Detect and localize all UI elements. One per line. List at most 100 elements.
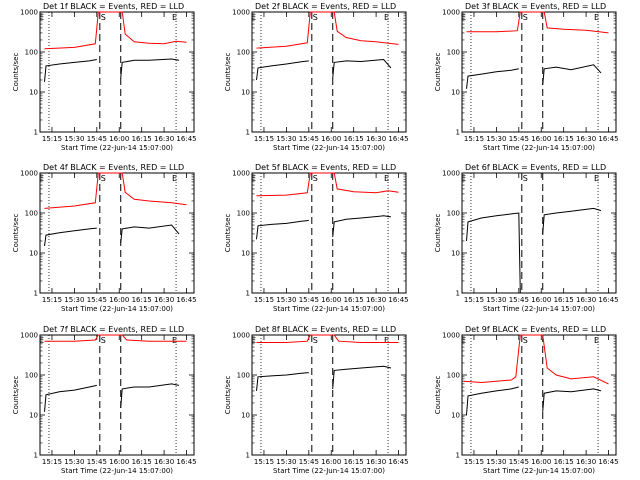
- x-tick-label: 16:45: [388, 135, 408, 143]
- x-tick-label: 16:45: [598, 458, 618, 466]
- x-tick-label: 16:30: [576, 458, 596, 466]
- panel-title: Det 7f BLACK = Events, RED = LLD: [43, 325, 184, 334]
- y-tick-label: 100: [25, 372, 38, 380]
- y-axis-label: Counts/sec: [434, 53, 442, 92]
- x-tick-label: 15:30: [486, 296, 506, 304]
- x-axis-label: Start Time (22-Jun-14 15:07:00): [483, 305, 595, 313]
- panel-det-3f: Det 3f BLACK = Events, RED = LLD 1 10 100 10…: [434, 2, 619, 152]
- x-tick-label: 16:15: [554, 296, 574, 304]
- x-tick-label: 16:45: [388, 296, 408, 304]
- series-line-events-1: [332, 58, 392, 79]
- series-line-events-0: [44, 59, 97, 82]
- y-axis-label: Counts/sec: [12, 214, 20, 253]
- x-tick-label: 16:15: [554, 458, 574, 466]
- x-tick-label: 16:30: [576, 296, 596, 304]
- x-tick-label: 16:15: [132, 296, 152, 304]
- panel-title: Det 1f BLACK = Events, RED = LLD: [43, 2, 184, 11]
- y-tick-label: 1000: [442, 9, 460, 17]
- plot-frame: [461, 11, 617, 133]
- marker-e-end: E: [384, 174, 389, 183]
- marker-e-end: E: [594, 174, 599, 183]
- y-tick-label: 1000: [442, 170, 460, 178]
- x-tick-label: 16:30: [366, 135, 386, 143]
- panel-det-6f: Det 6f BLACK = Events, RED = LLD 1 10 100 10…: [434, 163, 619, 313]
- y-tick-label: 1000: [232, 332, 250, 340]
- y-tick-label: 1: [34, 452, 38, 460]
- marker-s: S: [101, 336, 106, 345]
- x-tick-label: 15:30: [486, 458, 506, 466]
- y-tick-label: 100: [237, 49, 250, 57]
- y-tick-label: 1: [34, 129, 38, 137]
- marker-e-end: E: [172, 174, 177, 183]
- series-line-events-1: [120, 383, 180, 409]
- x-tick-label: 15:15: [254, 296, 274, 304]
- panel-title: Det 3f BLACK = Events, RED = LLD: [465, 2, 606, 11]
- x-tick-label: 16:30: [576, 135, 596, 143]
- plot-frame: [251, 11, 407, 133]
- x-axis-label: Start Time (22-Jun-14 15:07:00): [61, 467, 173, 475]
- y-tick-label: 10: [451, 89, 460, 97]
- x-tick-label: 15:30: [276, 296, 296, 304]
- x-tick-label: 16:00: [321, 135, 341, 143]
- marker-s: S: [101, 13, 106, 22]
- x-tick-label: 15:45: [509, 458, 529, 466]
- x-tick-label: 16:45: [598, 135, 618, 143]
- x-tick-label: 15:30: [64, 296, 84, 304]
- x-axis-label: Start Time (22-Jun-14 15:07:00): [273, 467, 385, 475]
- x-tick-label: 15:30: [64, 135, 84, 143]
- y-axis-label: Counts/sec: [224, 376, 232, 415]
- x-tick-label: 16:15: [344, 296, 364, 304]
- x-tick-label: 16:00: [109, 458, 129, 466]
- series-line-events-0: [44, 227, 97, 247]
- panel-title: Det 4f BLACK = Events, RED = LLD: [43, 163, 184, 172]
- series-line-lld-2: [44, 172, 187, 209]
- x-axis-label: Start Time (22-Jun-14 15:07:00): [61, 305, 173, 313]
- marker-e-start: E: [251, 336, 256, 345]
- x-tick-label: 16:15: [344, 135, 364, 143]
- y-tick-label: 10: [451, 412, 460, 420]
- series-line-events-1: [120, 224, 180, 243]
- series-line-events-1: [542, 207, 602, 234]
- x-tick-label: 15:30: [276, 135, 296, 143]
- x-tick-label: 16:30: [366, 458, 386, 466]
- x-tick-label: 15:45: [87, 458, 107, 466]
- x-tick-label: 15:45: [509, 296, 529, 304]
- series-line-lld-2: [466, 11, 609, 34]
- x-tick-label: 16:15: [344, 458, 364, 466]
- x-axis-label: Start Time (22-Jun-14 15:07:00): [273, 144, 385, 152]
- x-tick-label: 16:45: [388, 458, 408, 466]
- y-axis-label: Counts/sec: [224, 53, 232, 92]
- x-tick-label: 15:15: [42, 296, 62, 304]
- marker-e-end: E: [172, 336, 177, 345]
- series-line-events-0: [256, 220, 309, 240]
- series-line-lld-2: [44, 334, 187, 342]
- x-tick-label: 15:15: [254, 458, 274, 466]
- y-tick-label: 1: [456, 129, 460, 137]
- marker-e-start: E: [461, 13, 466, 22]
- marker-e-start: E: [39, 336, 44, 345]
- y-tick-label: 10: [29, 250, 38, 258]
- marker-e-end: E: [594, 336, 599, 345]
- y-tick-label: 100: [447, 210, 460, 218]
- panel-title: Det 5f BLACK = Events, RED = LLD: [255, 163, 396, 172]
- marker-e-end: E: [594, 13, 599, 22]
- plot-frame: [251, 172, 407, 294]
- marker-e-start: E: [251, 174, 256, 183]
- y-tick-label: 1: [246, 129, 250, 137]
- marker-s: S: [313, 174, 318, 183]
- x-tick-label: 16:30: [154, 458, 174, 466]
- y-tick-label: 1000: [442, 332, 460, 340]
- y-axis-label: Counts/sec: [224, 214, 232, 253]
- panel-det-4f: Det 4f BLACK = Events, RED = LLD 1 10 100 10…: [12, 163, 197, 313]
- y-tick-label: 100: [25, 210, 38, 218]
- plot-frame: [461, 172, 617, 294]
- panel-det-8f: Det 8f BLACK = Events, RED = LLD 1 10 100 10…: [224, 325, 409, 475]
- x-tick-label: 15:15: [42, 458, 62, 466]
- x-tick-label: 15:30: [276, 458, 296, 466]
- plot-frame: [461, 334, 617, 456]
- y-tick-label: 1: [246, 452, 250, 460]
- y-tick-label: 1: [456, 290, 460, 298]
- x-tick-label: 16:15: [132, 135, 152, 143]
- x-tick-label: 15:15: [254, 135, 274, 143]
- x-tick-label: 16:00: [109, 135, 129, 143]
